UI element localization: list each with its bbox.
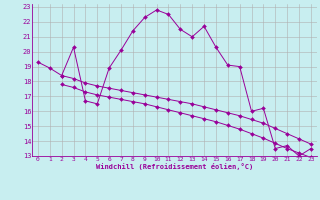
X-axis label: Windchill (Refroidissement éolien,°C): Windchill (Refroidissement éolien,°C) [96, 163, 253, 170]
